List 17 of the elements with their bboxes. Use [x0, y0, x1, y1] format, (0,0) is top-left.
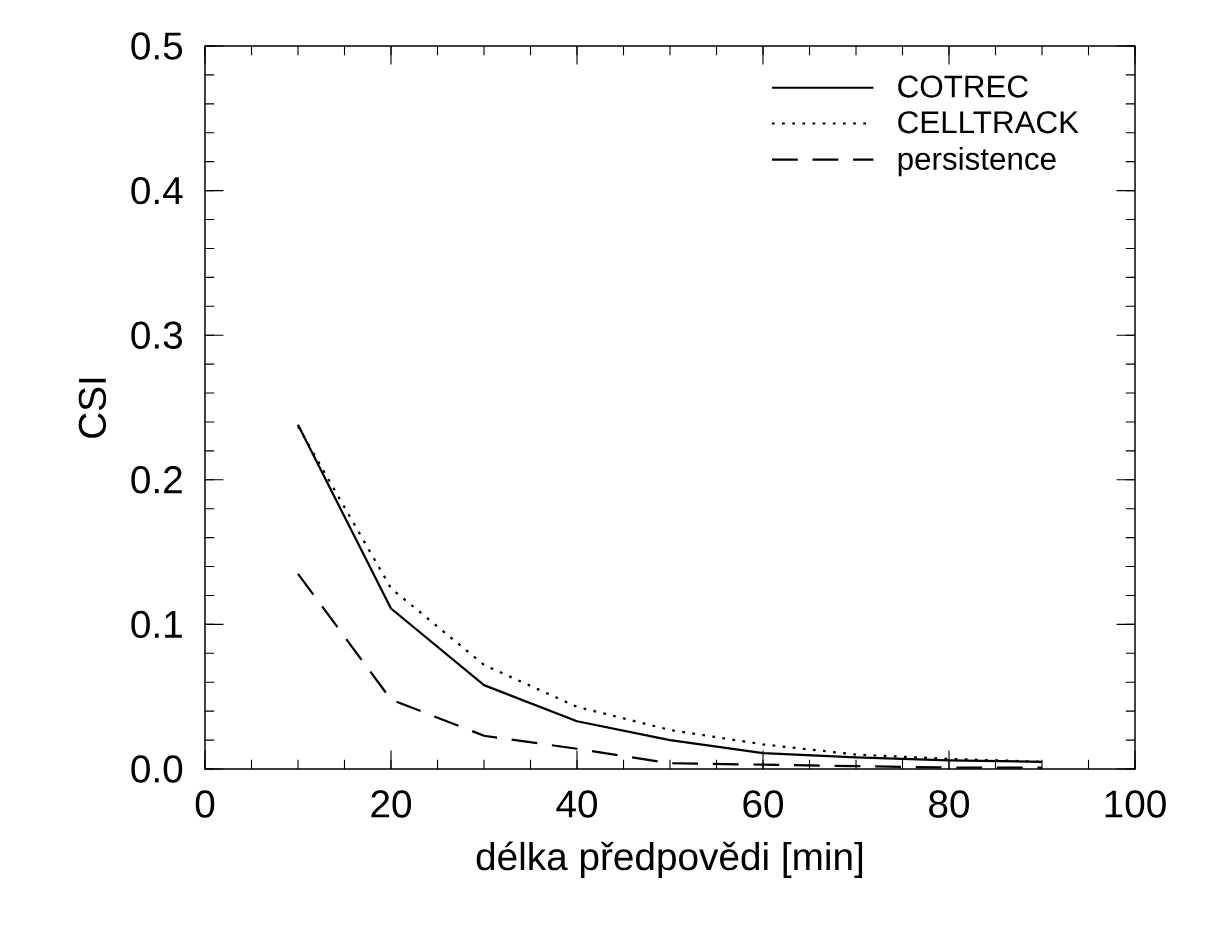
y-tick-label: 0.5 — [131, 32, 183, 60]
y-axis-title: CSI — [78, 378, 107, 438]
legend-label: CELLTRACK — [898, 111, 1079, 134]
y-tick-label: 0.2 — [131, 466, 182, 494]
x-tick-label: 20 — [371, 790, 412, 818]
legend-label: persistence — [898, 146, 1056, 177]
y-tick-label: 0.1 — [131, 610, 182, 639]
x-axis-title: délka předpovědi [min] — [476, 841, 863, 879]
y-tick-label: 0.4 — [131, 176, 183, 205]
x-tick-label: 100 — [1105, 790, 1166, 818]
x-tick-label: 40 — [556, 790, 598, 818]
x-tick-label: 0 — [195, 790, 215, 818]
y-tick-label: 0.0 — [131, 755, 183, 783]
x-tick-label: 60 — [743, 790, 784, 818]
legend-label: COTREC — [898, 75, 1028, 98]
x-tick-label: 80 — [929, 790, 970, 818]
y-tick-label: 0.3 — [131, 321, 183, 349]
